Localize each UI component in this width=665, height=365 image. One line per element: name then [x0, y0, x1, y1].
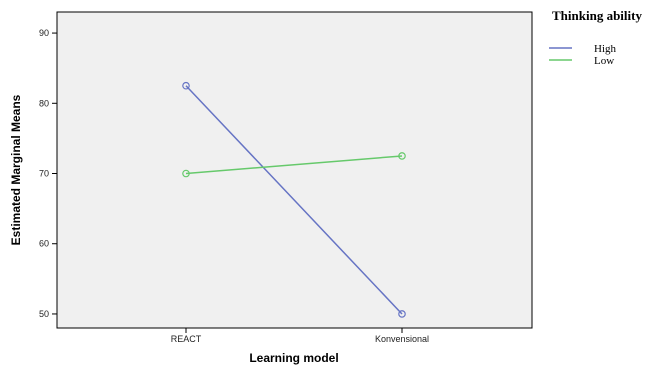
y-tick-label: 60 [39, 239, 49, 249]
plot-area [56, 11, 533, 329]
legend-label: High [594, 43, 617, 55]
y-axis: 50 60 70 80 90 [39, 28, 57, 319]
data-point-high [398, 310, 406, 318]
x-tick-label: REACT [171, 334, 202, 344]
legend-title: Thinking ability [552, 8, 642, 23]
y-tick-label: 90 [39, 28, 49, 38]
x-tick-label: Konvensional [375, 334, 429, 344]
legend-label: Low [594, 55, 614, 67]
data-point-low [398, 152, 406, 160]
series-layer [182, 81, 406, 318]
series-line-high [185, 85, 403, 315]
y-tick-label: 50 [39, 309, 49, 319]
x-axis-title: Learning model [249, 351, 338, 365]
data-point-high [182, 81, 190, 90]
y-tick-label: 80 [39, 98, 49, 108]
y-tick-label: 70 [39, 169, 49, 179]
x-axis: REACT Konvensional [171, 328, 429, 344]
y-axis-title: Estimated Marginal Means [9, 94, 23, 245]
data-point-low [182, 169, 190, 178]
series-line-low [185, 155, 403, 175]
